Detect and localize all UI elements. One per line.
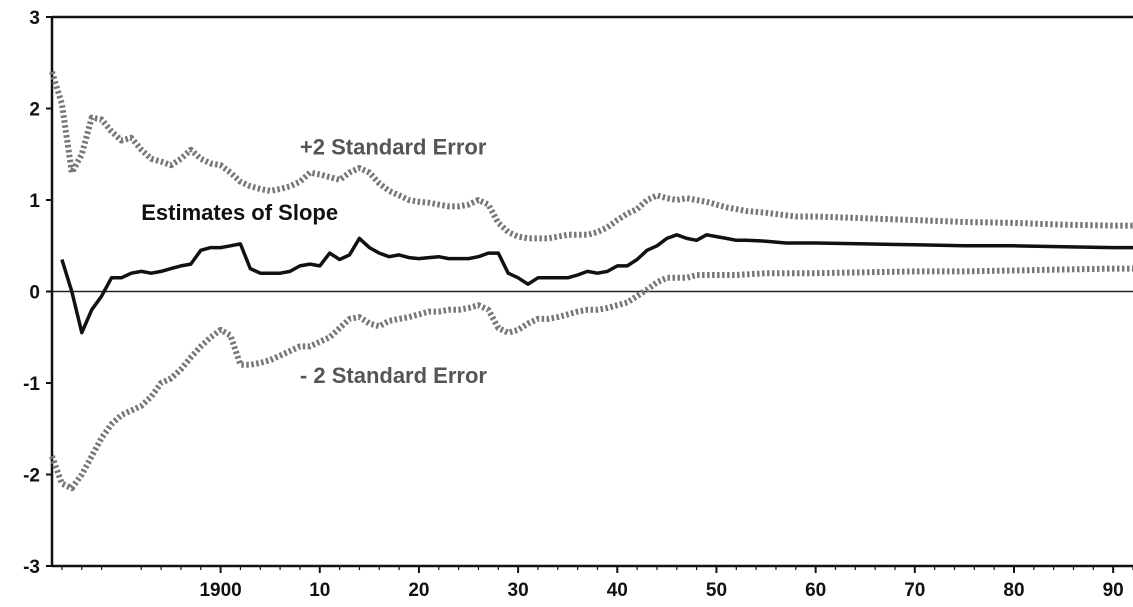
y-tick-label: 2: [29, 100, 40, 121]
slope-series-line: [60, 233, 1133, 335]
x-tick-label: 50: [706, 580, 727, 601]
y-tick-label: -1: [23, 374, 40, 395]
x-axis: 1900 10 20 30 40 50 60 70 80 90: [61, 566, 1133, 601]
x-tick-label: 70: [904, 580, 925, 601]
lower-annotation-label: - 2 Standard Error: [300, 363, 487, 388]
x-tick-label: 20: [408, 580, 429, 601]
y-tick-label: -3: [23, 557, 40, 578]
x-tick-label: 40: [607, 580, 628, 601]
x-tick-label: 30: [508, 580, 529, 601]
x-tick-label: 10: [309, 580, 330, 601]
y-tick-label: -2: [23, 466, 40, 487]
slope-annotation-label: Estimates of Slope: [141, 200, 338, 225]
y-tick-label: 3: [29, 8, 40, 29]
x-tick-label: 90: [1103, 580, 1124, 601]
x-tick-label: 1900: [199, 580, 241, 601]
x-tick-label: 80: [1003, 580, 1024, 601]
y-axis: 3 2 1 0 -1 -2 -3: [23, 8, 52, 578]
y-tick-label: 1: [29, 191, 40, 212]
upper-annotation-label: +2 Standard Error: [300, 134, 487, 159]
upper-series-line: [49, 71, 1133, 242]
lower-series-line: [49, 265, 1133, 492]
y-tick-label: 0: [29, 283, 40, 304]
x-tick-label: 60: [805, 580, 826, 601]
annotation-layer: Estimates of Slope +2 Standard Error - 2 S…: [141, 134, 487, 388]
series-layer: [49, 71, 1133, 492]
